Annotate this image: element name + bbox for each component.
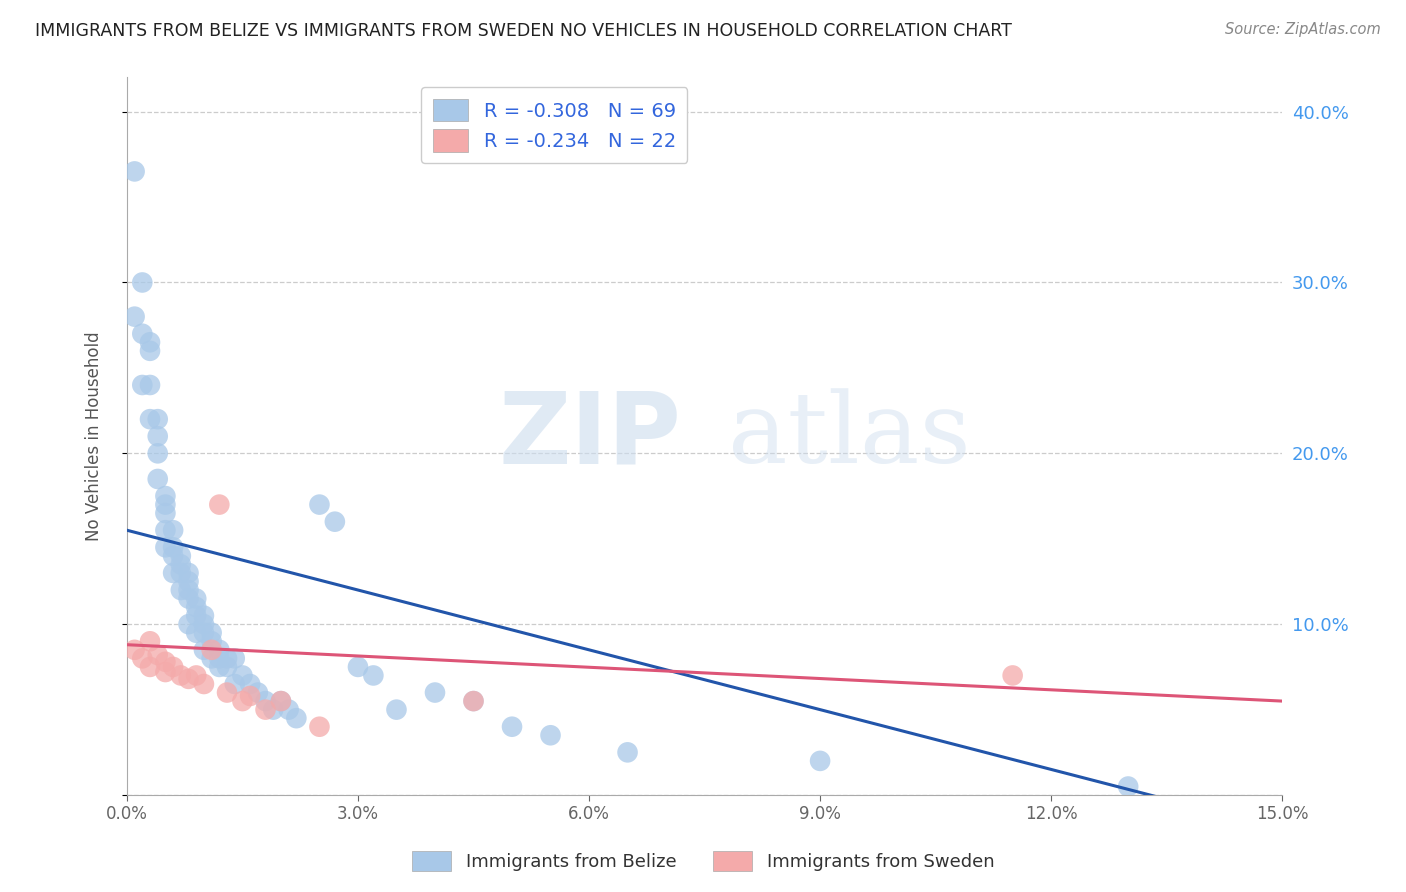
Point [224, 651, 246, 665]
Point [131, 276, 153, 290]
Point [186, 591, 208, 606]
Point [155, 523, 177, 537]
Legend: R = -0.308   N = 69, R = -0.234   N = 22: R = -0.308 N = 69, R = -0.234 N = 22 [422, 87, 688, 163]
Point [193, 643, 215, 657]
Text: IMMIGRANTS FROM BELIZE VS IMMIGRANTS FROM SWEDEN NO VEHICLES IN HOUSEHOLD CORREL: IMMIGRANTS FROM BELIZE VS IMMIGRANTS FRO… [35, 22, 1012, 40]
Point [308, 720, 330, 734]
Point [139, 343, 162, 358]
Y-axis label: No Vehicles in Household: No Vehicles in Household [86, 332, 103, 541]
Point [170, 668, 193, 682]
Text: ZIP: ZIP [499, 388, 682, 484]
Text: Source: ZipAtlas.com: Source: ZipAtlas.com [1225, 22, 1381, 37]
Point [201, 634, 224, 648]
Point [463, 694, 485, 708]
Point [155, 498, 177, 512]
Point [155, 655, 177, 669]
Point [808, 754, 831, 768]
Point [131, 651, 153, 665]
Point [170, 549, 193, 563]
Point [177, 566, 200, 580]
Point [177, 574, 200, 589]
Point [139, 634, 162, 648]
Point [262, 703, 284, 717]
Point [201, 651, 224, 665]
Point [131, 378, 153, 392]
Point [385, 703, 408, 717]
Point [162, 523, 184, 537]
Point [246, 685, 269, 699]
Text: atlas: atlas [728, 388, 970, 484]
Point [139, 660, 162, 674]
Point [146, 648, 169, 662]
Point [162, 566, 184, 580]
Point [208, 643, 231, 657]
Point [208, 660, 231, 674]
Point [224, 677, 246, 691]
Point [162, 549, 184, 563]
Point [201, 643, 224, 657]
Point [239, 677, 262, 691]
Point [208, 498, 231, 512]
Point [131, 326, 153, 341]
Point [193, 677, 215, 691]
Point [155, 489, 177, 503]
Point [540, 728, 562, 742]
Point [215, 660, 238, 674]
Point [208, 651, 231, 665]
Point [231, 668, 253, 682]
Point [254, 703, 277, 717]
Point [193, 608, 215, 623]
Point [193, 625, 215, 640]
Point [463, 694, 485, 708]
Point [139, 335, 162, 350]
Point [155, 541, 177, 555]
Point [186, 608, 208, 623]
Point [139, 412, 162, 426]
Point [186, 625, 208, 640]
Point [177, 591, 200, 606]
Point [124, 643, 146, 657]
Point [254, 694, 277, 708]
Point [155, 506, 177, 520]
Point [239, 689, 262, 703]
Point [170, 566, 193, 580]
Legend: Immigrants from Belize, Immigrants from Sweden: Immigrants from Belize, Immigrants from … [405, 844, 1001, 879]
Point [186, 668, 208, 682]
Point [616, 745, 638, 759]
Point [231, 694, 253, 708]
Point [170, 582, 193, 597]
Point [1116, 780, 1139, 794]
Point [363, 668, 385, 682]
Point [186, 600, 208, 615]
Point [347, 660, 370, 674]
Point [177, 617, 200, 632]
Point [162, 541, 184, 555]
Point [146, 472, 169, 486]
Point [170, 558, 193, 572]
Point [308, 498, 330, 512]
Point [423, 685, 446, 699]
Point [146, 412, 169, 426]
Point [193, 617, 215, 632]
Point [139, 378, 162, 392]
Point [323, 515, 346, 529]
Point [177, 672, 200, 686]
Point [270, 694, 292, 708]
Point [146, 446, 169, 460]
Point [201, 625, 224, 640]
Point [124, 164, 146, 178]
Point [177, 582, 200, 597]
Point [215, 685, 238, 699]
Point [146, 429, 169, 443]
Point [124, 310, 146, 324]
Point [162, 660, 184, 674]
Point [1001, 668, 1024, 682]
Point [215, 651, 238, 665]
Point [270, 694, 292, 708]
Point [277, 703, 299, 717]
Point [501, 720, 523, 734]
Point [155, 665, 177, 679]
Point [285, 711, 308, 725]
